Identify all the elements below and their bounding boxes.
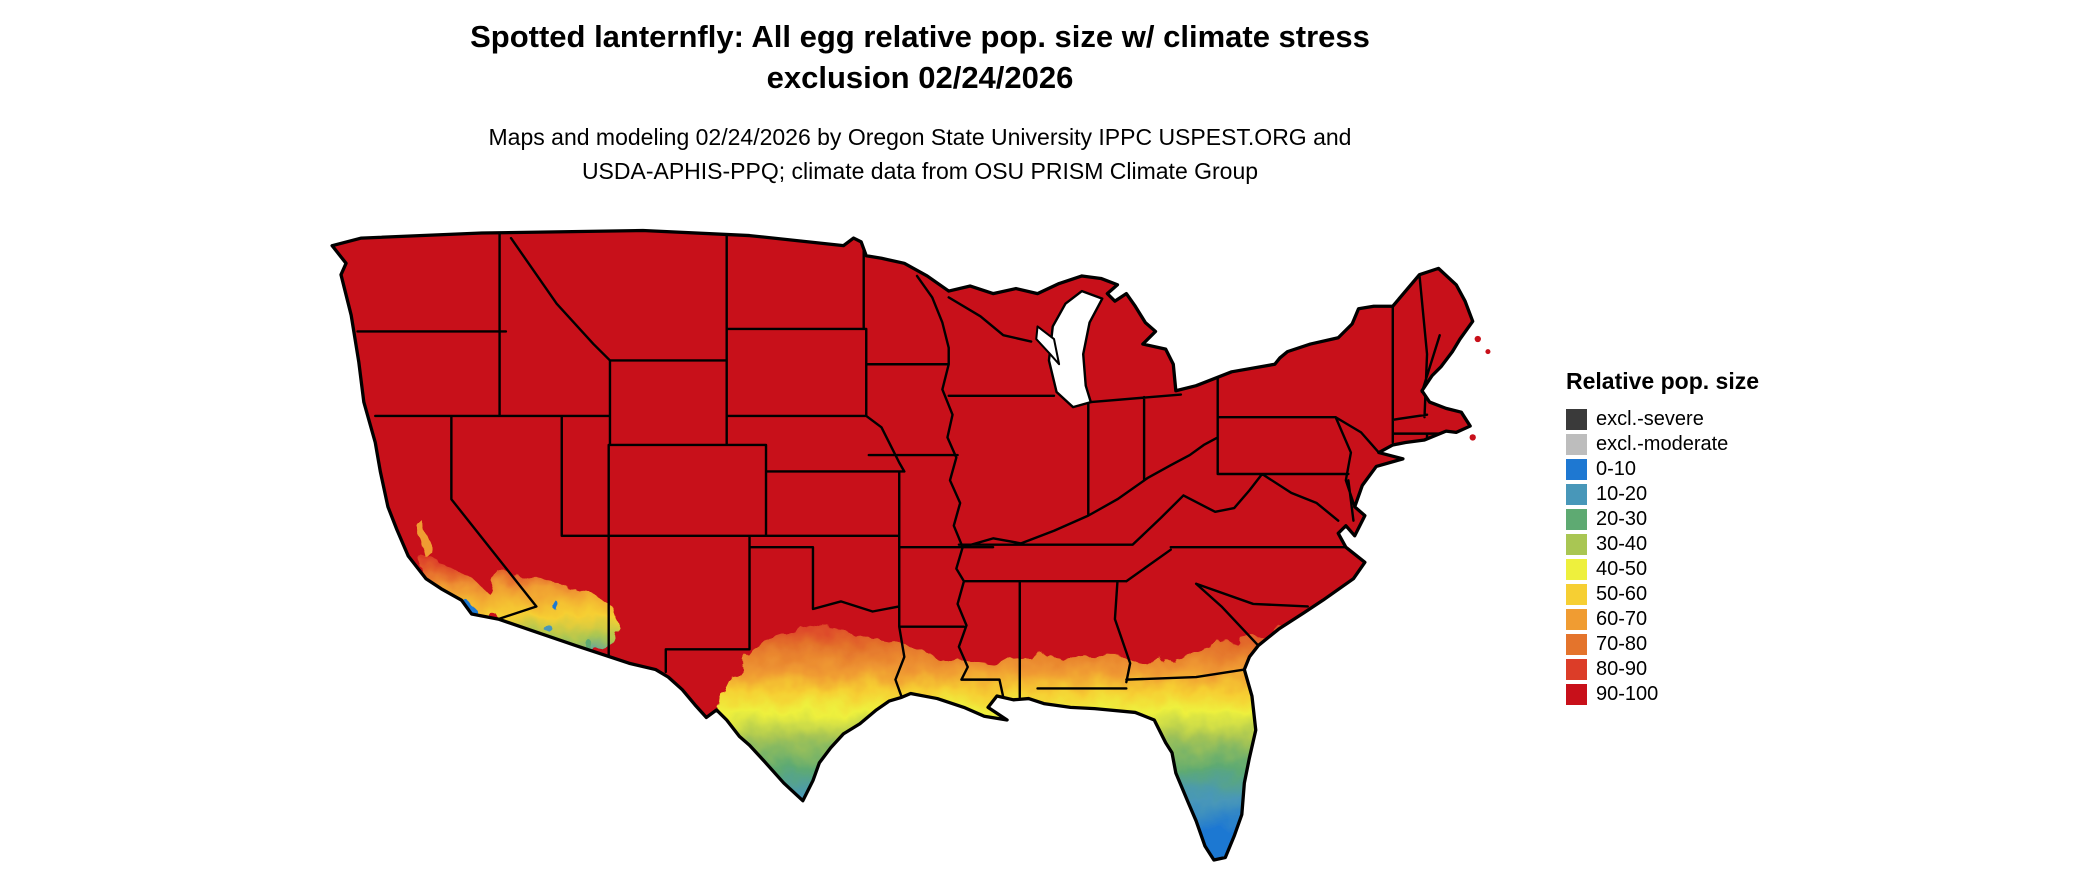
legend-item: 50-60 <box>1566 584 1826 605</box>
speck <box>552 602 561 611</box>
legend-swatch <box>1566 684 1587 705</box>
legend-swatch <box>1566 459 1587 480</box>
coastal-island-specks <box>1469 335 1491 441</box>
legend-swatch <box>1566 659 1587 680</box>
legend-swatch <box>1566 534 1587 555</box>
legend-label: 70-80 <box>1596 633 1648 655</box>
legend-item: 30-40 <box>1566 534 1826 555</box>
legend-label: 40-50 <box>1596 558 1648 580</box>
lake-michigan <box>1047 289 1104 409</box>
legend-item: 80-90 <box>1566 659 1826 680</box>
speck <box>564 653 572 661</box>
island-speck <box>1474 335 1481 343</box>
legend-swatch <box>1566 509 1587 530</box>
legend-label: 20-30 <box>1596 508 1648 530</box>
legend-swatch <box>1566 609 1587 630</box>
legend-item: 40-50 <box>1566 559 1826 580</box>
socal-coast-patch <box>422 558 499 617</box>
legend-label: excl.-severe <box>1596 408 1704 430</box>
legend-item: 90-100 <box>1566 684 1826 705</box>
legend-title: Relative pop. size <box>1566 368 1760 394</box>
legend-label: 90-100 <box>1596 683 1659 705</box>
legend-item: excl.-moderate <box>1566 434 1826 455</box>
legend-item: 60-70 <box>1566 609 1826 630</box>
page-title-line-2: exclusion 02/24/2026 <box>766 60 1074 95</box>
legend-item: 0-10 <box>1566 459 1826 480</box>
exclusion-patches <box>945 248 1027 291</box>
island-speck <box>1469 434 1476 441</box>
legend-items: excl.-severe excl.-moderate 0-10 10-20 20-30… <box>1566 409 1826 705</box>
map-region <box>308 228 1526 884</box>
legend-item: excl.-severe <box>1566 409 1826 430</box>
central-valley-streak <box>412 515 438 562</box>
south-gradient-band <box>688 625 1323 861</box>
legend-swatch <box>1566 484 1587 505</box>
land-fill-90-100 <box>332 230 1473 861</box>
arizona-patch <box>488 571 618 660</box>
legend-item: 70-80 <box>1566 634 1826 655</box>
legend-item: 20-30 <box>1566 509 1826 530</box>
state-borders <box>356 231 1445 699</box>
island-speck <box>1485 349 1491 355</box>
legend-label: 60-70 <box>1596 608 1648 630</box>
excl-severe-speck <box>1000 258 1009 266</box>
legend-swatch <box>1566 559 1587 580</box>
legend-label: 0-10 <box>1596 458 1637 480</box>
us-map-svg <box>330 228 1491 862</box>
legend-label: 80-90 <box>1596 658 1648 680</box>
legend-swatch <box>1566 634 1587 655</box>
green-bay <box>1035 325 1061 366</box>
excl-moderate-patch <box>960 248 1027 271</box>
legend-swatch <box>1566 584 1587 605</box>
legend-label: excl.-moderate <box>1596 433 1729 455</box>
legend: Relative pop. size excl.-severe excl.-mod… <box>1566 368 1826 709</box>
legend-label: 10-20 <box>1596 483 1648 505</box>
legend-item: 10-20 <box>1566 484 1826 505</box>
page-subtitle: Maps and modeling 02/24/2026 by Oregon S… <box>300 120 1540 188</box>
legend-label: 50-60 <box>1596 583 1648 605</box>
speck <box>545 625 553 633</box>
page-title-line-1: Spotted lanternfly: All egg relative pop… <box>470 19 1370 54</box>
page-subtitle-line-1: Maps and modeling 02/24/2026 by Oregon S… <box>488 124 1352 150</box>
legend-swatch <box>1566 409 1587 430</box>
legend-label: 30-40 <box>1596 533 1648 555</box>
legend-swatch <box>1566 434 1587 455</box>
map-header: Spotted lanternfly: All egg relative pop… <box>300 16 1540 188</box>
page-subtitle-line-2: USDA-APHIS-PPQ; climate data from OSU PR… <box>581 158 1259 184</box>
